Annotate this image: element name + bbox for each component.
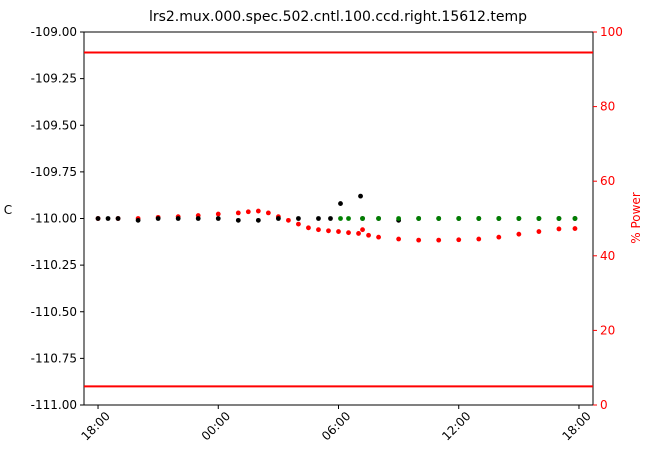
data-point <box>572 216 578 221</box>
data-point <box>328 216 333 221</box>
data-point <box>235 217 241 223</box>
data-point <box>456 216 462 221</box>
y-right-tick-label: 20 <box>600 323 615 337</box>
x-tick-label: 12:00 <box>439 409 473 443</box>
data-point <box>195 216 201 221</box>
data-point <box>155 216 161 221</box>
data-point <box>336 229 341 234</box>
data-point <box>316 227 321 233</box>
y-tick-label: -109.25 <box>31 72 77 86</box>
data-point <box>338 216 343 221</box>
data-point <box>396 236 402 242</box>
data-point <box>456 237 462 243</box>
data-point <box>516 231 522 237</box>
data-point <box>286 217 291 223</box>
data-point <box>255 217 261 223</box>
data-point <box>356 231 361 236</box>
data-point <box>316 216 321 221</box>
series-green-group <box>338 216 578 221</box>
y-right-tick-label: 0 <box>600 398 608 412</box>
data-point <box>376 234 381 240</box>
data-point <box>556 216 562 221</box>
y-right-ticks-group: 100 80 60 40 20 0 <box>593 25 623 412</box>
data-point <box>105 216 111 221</box>
y-axis-right-label: % Power <box>629 192 643 244</box>
y-axis-label: C <box>4 203 12 217</box>
data-point <box>516 216 522 221</box>
data-point <box>346 230 351 236</box>
x-tick-label: 00:00 <box>199 409 233 443</box>
data-point <box>175 216 181 221</box>
data-point <box>115 216 121 221</box>
hlines-group <box>84 51 593 388</box>
y-right-tick-label: 60 <box>600 174 615 188</box>
data-point <box>338 201 343 206</box>
y-tick-label: -111.00 <box>31 398 77 412</box>
data-point <box>476 216 482 221</box>
y-tick-label: -109.75 <box>31 165 77 179</box>
x-ticks-group: 18:00 00:00 06:00 12:00 18:00 <box>79 405 594 443</box>
x-tick-label: 18:00 <box>559 409 593 443</box>
data-point <box>265 210 271 216</box>
y-tick-label: -109.00 <box>31 25 77 39</box>
data-point <box>366 232 371 238</box>
data-point <box>416 216 422 221</box>
data-point <box>296 216 301 221</box>
data-point <box>376 216 381 221</box>
data-point <box>275 216 281 221</box>
data-point <box>245 209 251 215</box>
x-tick-label: 18:00 <box>79 409 113 443</box>
data-point <box>436 237 442 243</box>
data-point <box>358 193 363 199</box>
data-point <box>296 221 301 227</box>
y-tick-label: -110.50 <box>31 305 77 319</box>
y-right-tick-label: 80 <box>600 100 615 114</box>
data-point <box>416 237 422 243</box>
data-point <box>326 228 331 234</box>
data-point <box>135 217 141 223</box>
data-point <box>496 216 502 221</box>
data-point <box>572 226 578 231</box>
y-tick-label: -110.25 <box>31 258 77 272</box>
y-right-tick-label: 100 <box>600 25 623 39</box>
data-point <box>95 216 101 221</box>
y-tick-label: -109.50 <box>31 118 77 132</box>
data-point <box>346 216 351 221</box>
y-tick-label: -110.00 <box>31 212 77 226</box>
y-tick-label: -110.75 <box>31 351 77 365</box>
data-point <box>556 226 562 232</box>
y-right-tick-label: 40 <box>600 249 615 263</box>
data-point <box>536 229 542 234</box>
data-point <box>255 208 261 214</box>
data-point <box>476 236 482 242</box>
data-point <box>360 227 365 233</box>
data-point <box>496 234 502 240</box>
x-tick-label: 06:00 <box>319 409 353 443</box>
data-point <box>215 211 221 217</box>
y-ticks-group: -109.00 -109.25 -109.50 -109.75 -110.00 -110.… <box>31 25 84 412</box>
data-point <box>235 210 241 216</box>
data-point <box>436 216 442 221</box>
data-point <box>215 216 221 221</box>
data-point <box>396 216 402 221</box>
chart-title: lrs2.mux.000.spec.502.cntl.100.ccd.right… <box>149 9 527 25</box>
data-point <box>536 216 542 221</box>
data-point <box>360 216 365 221</box>
data-point <box>306 225 311 231</box>
